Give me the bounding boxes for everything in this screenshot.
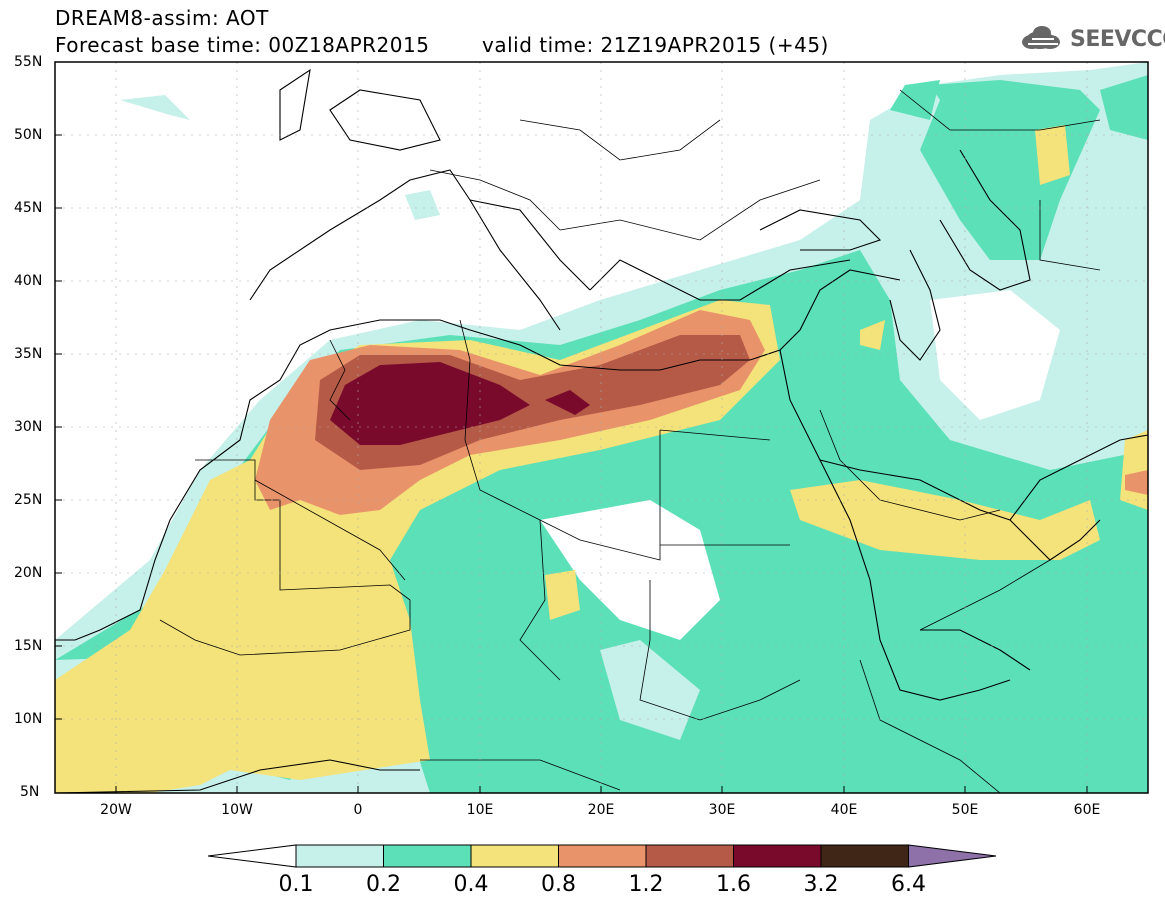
lat-label: 50N [14, 127, 43, 143]
lon-label: 0 [353, 802, 363, 818]
colorbar-label: 0.4 [453, 872, 489, 897]
colorbar-label: 3.2 [803, 872, 839, 897]
axis-ticks [55, 61, 1088, 793]
lon-label: 40E [830, 802, 858, 818]
lat-label: 25N [14, 492, 43, 508]
colorbar-label: 0.8 [541, 872, 576, 897]
valid-time: valid time: 21Z19APR2015 (+45) [482, 33, 829, 57]
colorbar-swatch-6 [733, 844, 822, 868]
colorbar-label: 0.2 [366, 872, 401, 897]
colorbar-swatch-1 [295, 844, 384, 868]
lon-label: 30E [708, 802, 736, 818]
graticule [55, 62, 1148, 793]
lat-label: 40N [14, 273, 43, 289]
lon-label: 10W [221, 802, 253, 818]
lon-label: 20W [100, 802, 132, 818]
country-borders [159, 89, 1101, 793]
lat-label: 35N [14, 346, 43, 362]
lat-label: 30N [14, 419, 43, 435]
lon-label: 50E [951, 802, 979, 818]
colorbar-low-arrow [207, 844, 297, 868]
coastlines [55, 68, 1148, 793]
colorbar-label: 6.4 [891, 872, 926, 897]
lat-label: 55N [14, 54, 43, 70]
logo-text: SEEVCCC [1070, 27, 1165, 52]
colorbar-swatch-5 [645, 844, 734, 868]
lon-label: 60E [1073, 802, 1101, 818]
colorbar-swatch-2 [383, 844, 472, 868]
lon-label: 10E [466, 802, 494, 818]
lat-label: 10N [14, 711, 43, 727]
lat-label: 5N [20, 784, 40, 800]
title-line-1: DREAM8-assim: AOT [55, 6, 269, 30]
colorbar-label: 1.2 [628, 872, 664, 897]
title-line-2: Forecast base time: 00Z18APR2015 [55, 33, 430, 57]
colorbar [207, 844, 997, 868]
colorbar-swatch-3 [470, 844, 559, 868]
lon-label: 20E [587, 802, 615, 818]
colorbar-label: 1.6 [716, 872, 751, 897]
colorbar-swatch-7 [820, 844, 909, 868]
lat-label: 20N [14, 565, 43, 581]
colorbar-label: 0.1 [278, 872, 314, 897]
lat-label: 45N [14, 200, 43, 216]
colorbar-high-arrow [908, 844, 997, 868]
aot-clear-areas [540, 290, 1060, 740]
colorbar-swatch-4 [558, 844, 647, 868]
lat-label: 15N [14, 638, 43, 654]
seevccc-logo [1022, 26, 1060, 49]
